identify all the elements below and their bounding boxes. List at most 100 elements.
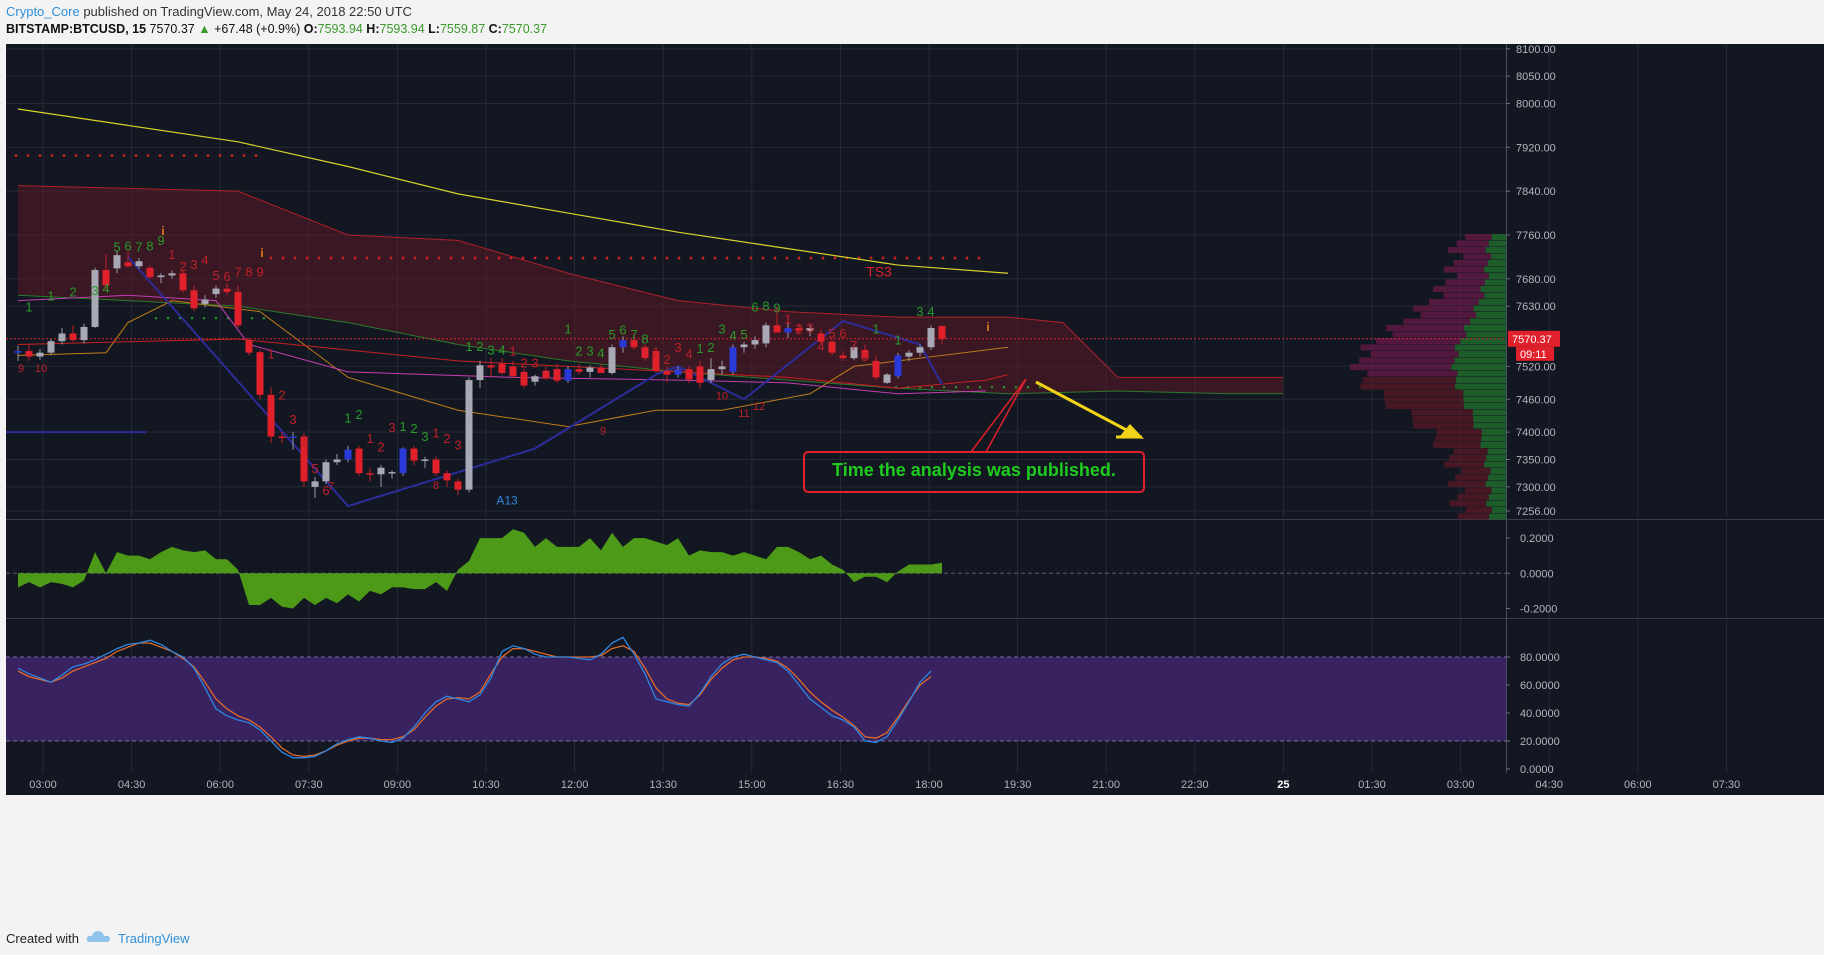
- candle-body: [322, 462, 330, 482]
- candle-body: [300, 436, 308, 482]
- annotation-pointer: [970, 378, 1027, 453]
- volume-profile-bar: [1443, 461, 1485, 468]
- chart-canvas[interactable]: 03:00 04:30 06:00 07:30 09:00 10:30 12:00 13:30…: [6, 44, 1824, 919]
- x-tick-label: 07:30: [295, 779, 323, 791]
- volume-profile-bar: [1484, 266, 1506, 273]
- candle-body: [729, 347, 737, 372]
- volume-profile-bar: [1433, 286, 1481, 292]
- dotted-level: [605, 256, 609, 260]
- candle-body: [58, 333, 66, 342]
- stoch-tick-label: 0.0000: [1520, 764, 1554, 776]
- td-count-label: 4: [201, 253, 208, 268]
- td-setup-label: TS3: [866, 264, 892, 280]
- price-tick-label: 7400.00: [1516, 427, 1556, 439]
- td-count-label: 2: [179, 259, 186, 274]
- dotted-level: [581, 256, 585, 260]
- dotted-level: [990, 386, 994, 389]
- change: +67.48 (+0.9%): [214, 22, 301, 36]
- candle-body: [223, 288, 231, 292]
- td-count-label: 8: [245, 265, 252, 280]
- candle-body: [113, 255, 121, 269]
- volume-profile-bar: [1486, 455, 1506, 461]
- td-count-label: 3: [388, 420, 395, 435]
- volume-profile-bar: [1375, 338, 1461, 344]
- td-count-label: 5: [113, 239, 120, 254]
- volume-profile-bar: [1465, 507, 1492, 513]
- last-price-tag: [1508, 330, 1560, 347]
- td-count-label: 1: [509, 343, 516, 358]
- td-count-label: 1: [564, 322, 571, 337]
- volume-profile-bar: [1360, 344, 1456, 351]
- td-count-label: 3: [487, 342, 494, 357]
- dotted-level: [869, 256, 873, 260]
- tradingview-link[interactable]: TradingView: [118, 931, 190, 946]
- signal-icon: i: [161, 224, 164, 238]
- volume-profile-bar: [1454, 357, 1506, 364]
- td-count-label: 3: [674, 340, 681, 355]
- td-count-label: 1: [25, 300, 32, 315]
- td-count-label: 6: [223, 269, 230, 284]
- td-count-label: 4: [927, 304, 934, 319]
- price-tick-label: 7460.00: [1516, 394, 1556, 406]
- dotted-level: [293, 256, 297, 260]
- candle-body: [465, 380, 473, 490]
- x-tick-label: 07:30: [1713, 779, 1741, 791]
- candle-body: [718, 366, 726, 370]
- candle-body: [399, 448, 407, 474]
- td-count-label: 6: [751, 300, 758, 315]
- dotted-level: [761, 256, 765, 260]
- dotted-level: [509, 256, 513, 260]
- candle-body: [828, 341, 836, 353]
- td-count-label: 3: [916, 304, 923, 319]
- td-count-label: 7: [234, 265, 241, 280]
- candle-body: [421, 459, 429, 461]
- stoch-tick-label: 80.0000: [1520, 652, 1560, 664]
- volume-profile-bar: [1481, 429, 1506, 435]
- candle-body: [454, 481, 462, 490]
- dotted-level: [242, 154, 246, 157]
- volume-profile-bar: [1455, 377, 1506, 383]
- annotation-box: [803, 451, 1145, 493]
- volume-profile-bar: [1436, 429, 1482, 435]
- td-count-label: 2: [795, 322, 802, 337]
- candle-body: [839, 355, 847, 359]
- x-tick-label: 10:30: [472, 779, 500, 791]
- dotted-level: [377, 256, 381, 260]
- candle-body: [25, 351, 33, 357]
- volume-profile-bar: [1487, 448, 1506, 455]
- td-count-label: 9: [18, 363, 24, 375]
- price-tick-label: 7256.00: [1516, 506, 1556, 518]
- candle-body: [146, 267, 154, 278]
- candle-body: [927, 328, 935, 348]
- candle-body: [542, 370, 550, 379]
- candle-body: [135, 261, 143, 267]
- td-count-label: 3: [586, 343, 593, 358]
- dotted-level: [134, 154, 138, 157]
- cloud-area: [18, 185, 1283, 394]
- volume-profile-bar: [1460, 338, 1506, 344]
- td-count-label: 1: [344, 410, 351, 425]
- dotted-level: [154, 316, 158, 320]
- osc-tick-label: 0.2000: [1520, 533, 1554, 545]
- candle-body: [201, 299, 209, 304]
- dotted-level: [74, 154, 78, 157]
- dotted-level: [942, 386, 946, 389]
- dotted-level: [893, 256, 897, 260]
- dotted-level: [86, 154, 90, 157]
- volume-profile-bar: [1445, 279, 1485, 286]
- volume-profile-bar: [1457, 370, 1506, 377]
- dotted-level: [1038, 386, 1042, 389]
- x-tick-label: 18:00: [915, 779, 943, 791]
- volume-profile-bar: [1412, 416, 1474, 422]
- price-axis: [1506, 44, 1824, 773]
- candle-body: [905, 352, 913, 357]
- countdown-tag-text: 09:11: [1520, 349, 1547, 361]
- author-link[interactable]: Crypto_Core: [6, 4, 80, 19]
- td-count-label: 1: [652, 345, 659, 360]
- volume-profile-bar: [1403, 318, 1471, 325]
- x-tick-label: 03:00: [29, 779, 57, 791]
- volume-profile-bar: [1488, 474, 1506, 481]
- candle-body: [487, 365, 495, 368]
- volume-profile-bar: [1443, 292, 1485, 299]
- td-count-label: 12: [753, 401, 765, 413]
